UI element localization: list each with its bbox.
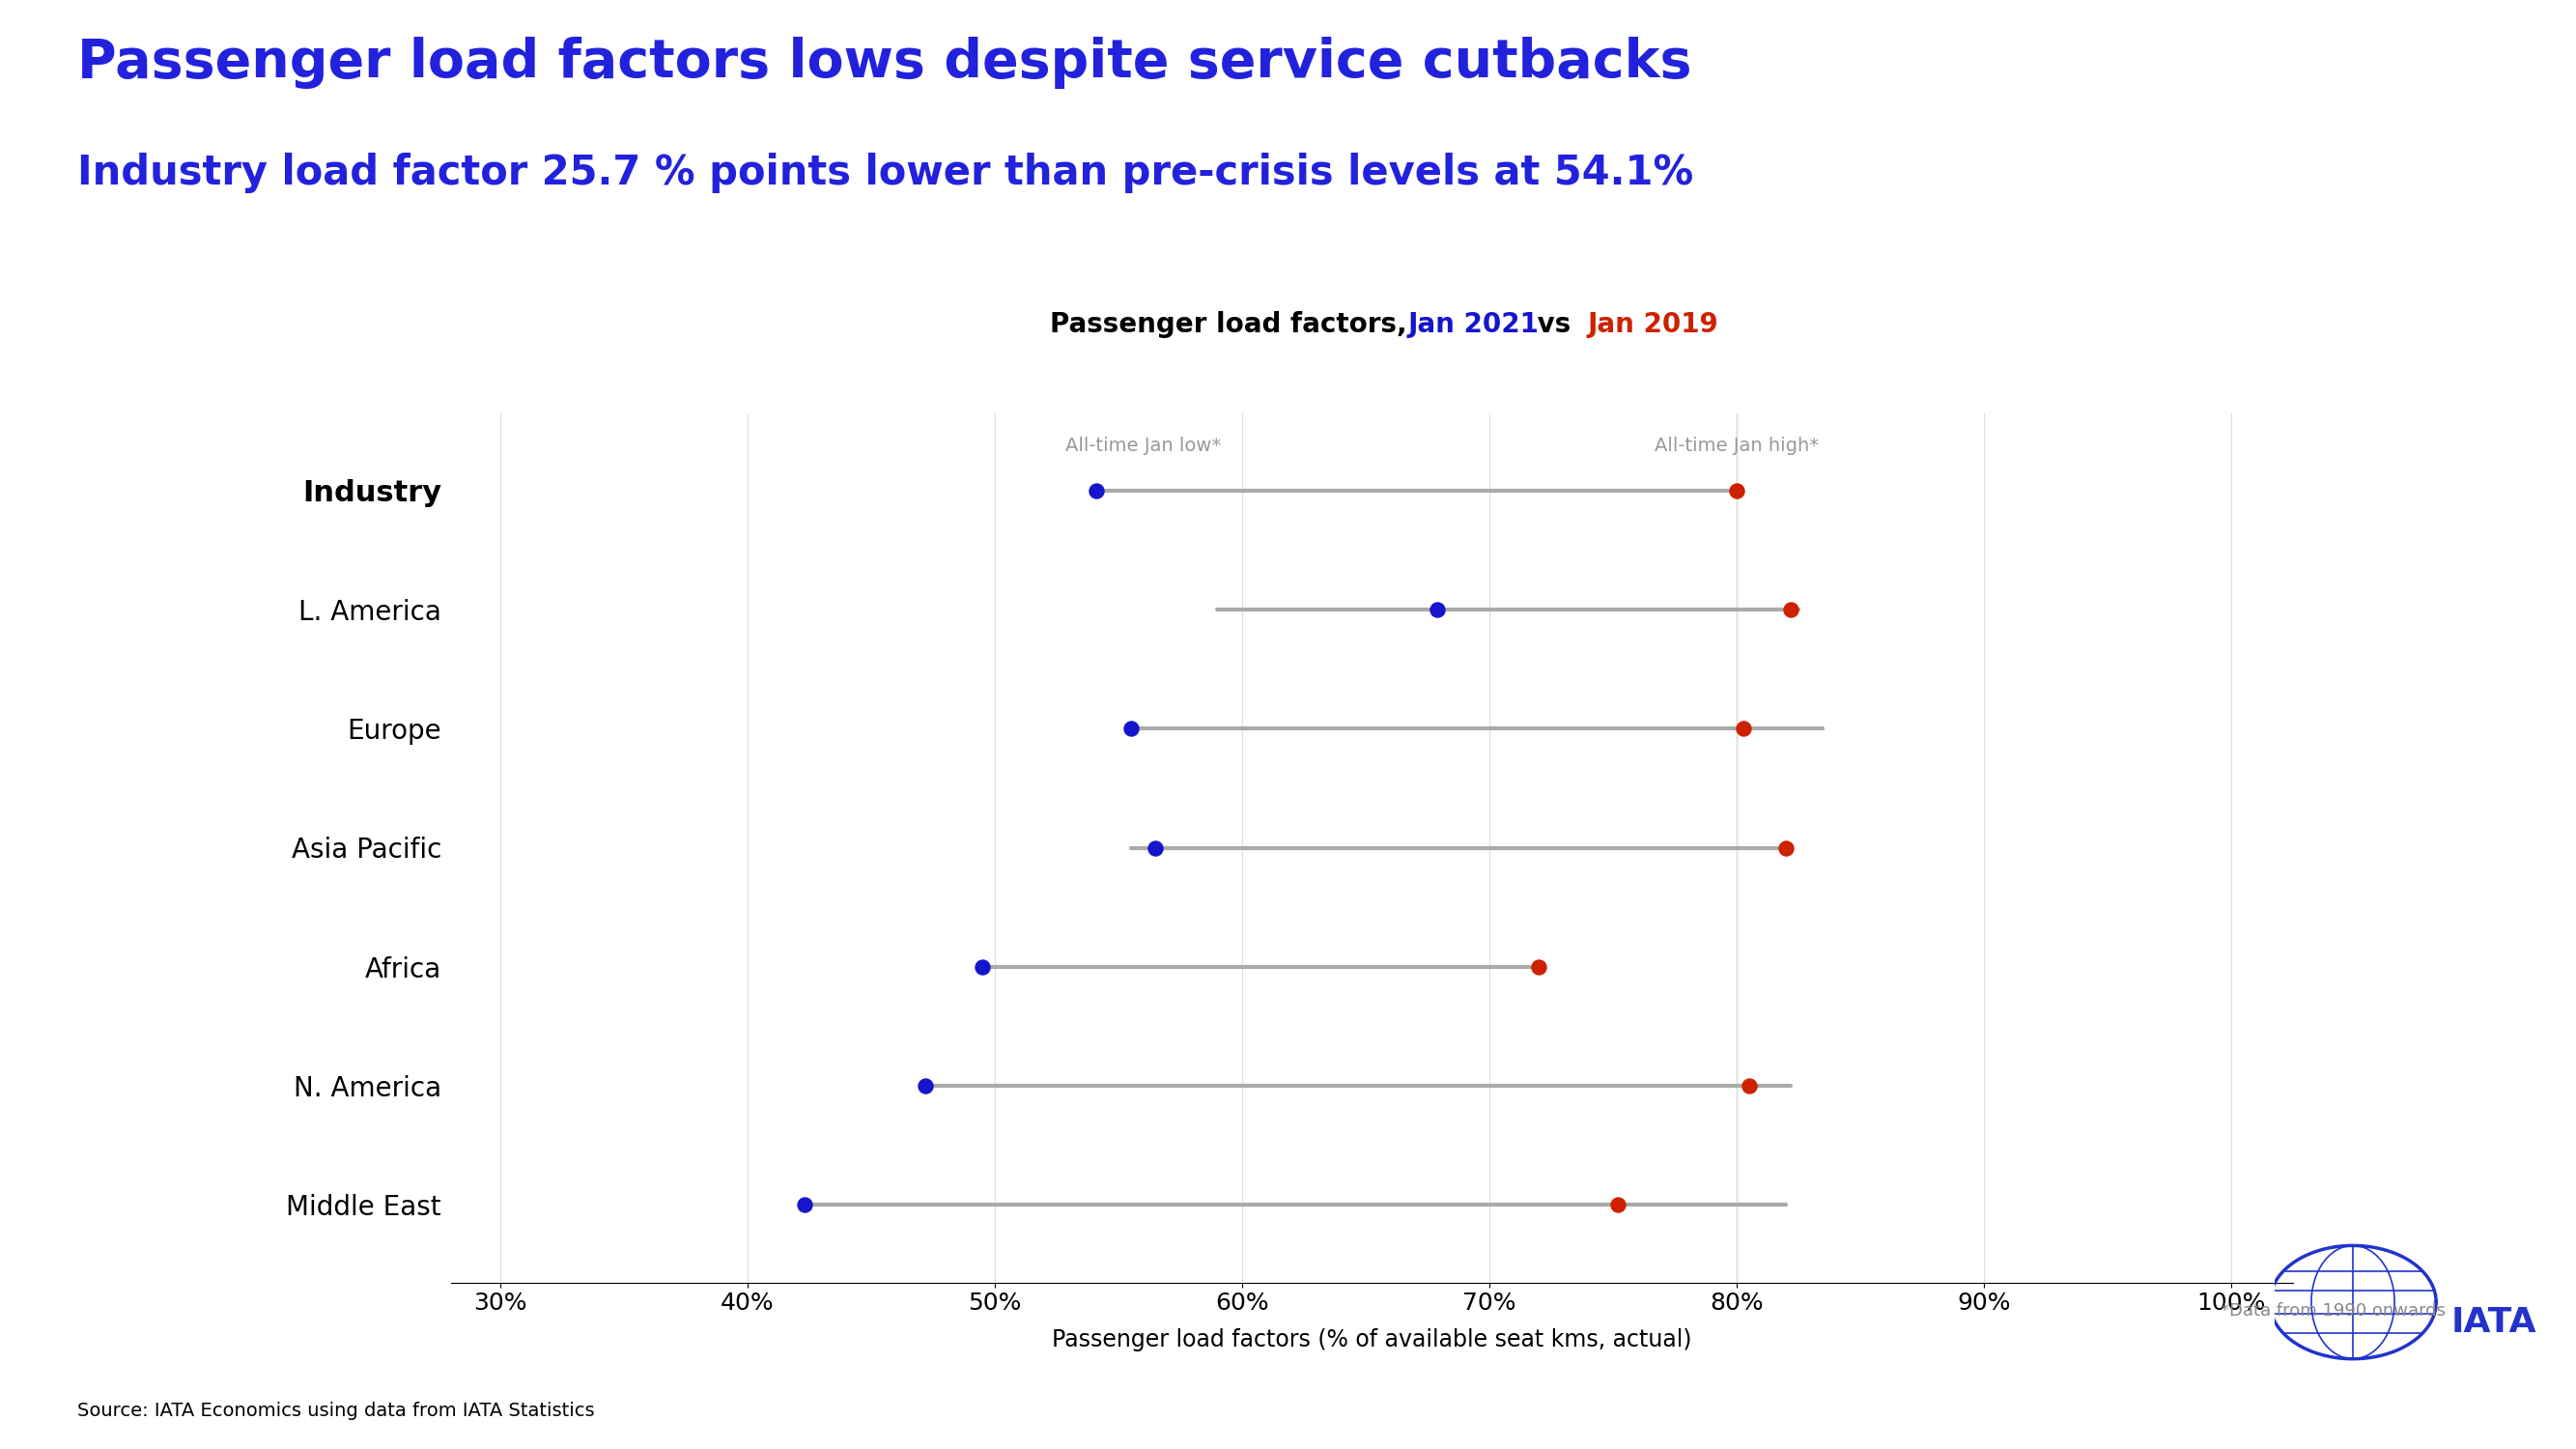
Point <box>1074 478 1115 501</box>
Text: All-time Jan high*: All-time Jan high* <box>1654 436 1819 455</box>
Point <box>783 1194 824 1217</box>
Point <box>1723 717 1765 740</box>
Point <box>904 1074 945 1097</box>
Text: vs: vs <box>1528 312 1579 338</box>
Text: Passenger load factors lows despite service cutbacks: Passenger load factors lows despite serv… <box>77 36 1692 88</box>
Point <box>961 955 1002 978</box>
Point <box>1110 717 1151 740</box>
Point <box>1517 955 1558 978</box>
X-axis label: Passenger load factors (% of available seat kms, actual): Passenger load factors (% of available s… <box>1051 1329 1692 1352</box>
Text: Jan 2019: Jan 2019 <box>1587 312 1718 338</box>
Text: Passenger load factors,: Passenger load factors, <box>1048 312 1417 338</box>
Point <box>1136 836 1177 859</box>
Point <box>1716 478 1757 501</box>
Point <box>1417 598 1458 622</box>
Text: Jan 2021: Jan 2021 <box>1409 312 1540 338</box>
Point <box>1728 1074 1770 1097</box>
Text: IATA: IATA <box>2450 1306 2537 1339</box>
Point <box>1770 598 1811 622</box>
Text: Industry load factor 25.7 % points lower than pre-crisis levels at 54.1%: Industry load factor 25.7 % points lower… <box>77 152 1692 193</box>
Text: Source: IATA Economics using data from IATA Statistics: Source: IATA Economics using data from I… <box>77 1401 595 1420</box>
Point <box>1597 1194 1638 1217</box>
Text: All-time Jan low*: All-time Jan low* <box>1064 436 1221 455</box>
Text: *Data from 1990 onwards: *Data from 1990 onwards <box>2221 1303 2445 1320</box>
Point <box>1765 836 1806 859</box>
